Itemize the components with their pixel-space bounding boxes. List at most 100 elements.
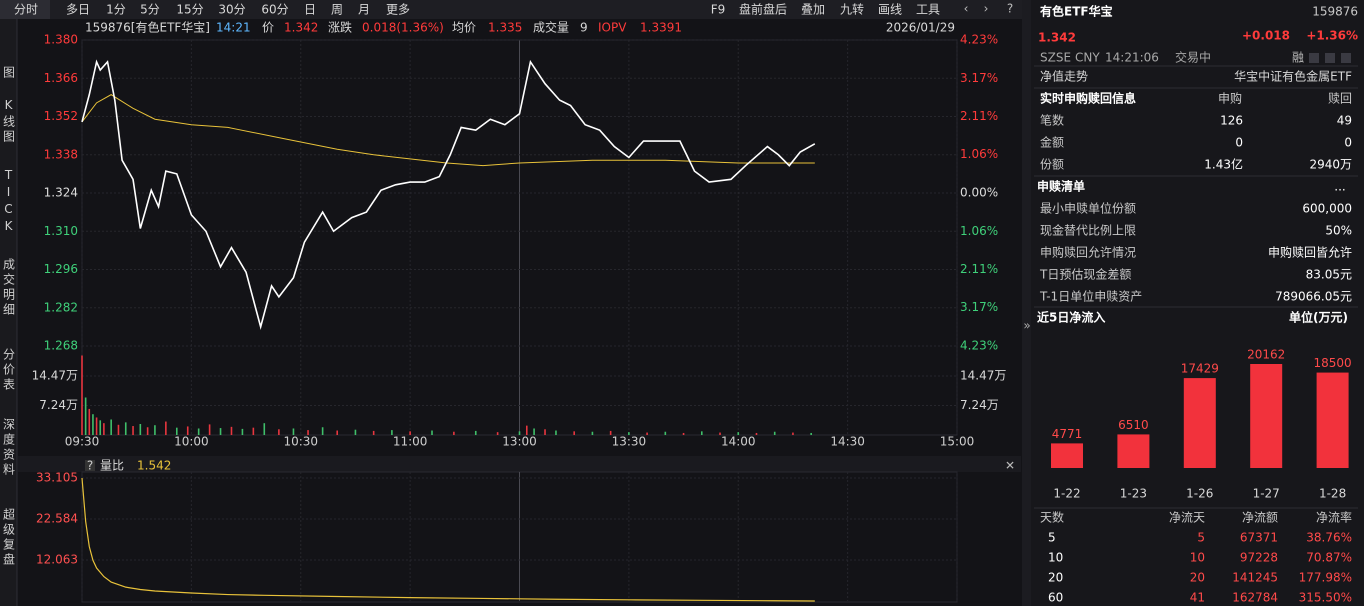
tool-button[interactable]: 叠加: [801, 3, 825, 17]
x-tick-label: 1-22: [1053, 487, 1080, 501]
cell: 315.50%: [1299, 591, 1352, 605]
y2-tick-label: 7.24万: [960, 398, 999, 412]
info-code: 159876[有色ETF华宝]: [85, 21, 210, 35]
cell: 2940万: [1309, 158, 1352, 172]
side-tab[interactable]: 深度资料: [2, 418, 16, 478]
volume-bar: [496, 432, 499, 435]
tool-icon[interactable]: [1325, 53, 1335, 63]
value-label: 6510: [1118, 418, 1149, 432]
info-time: 14:21: [216, 21, 251, 35]
side-tab[interactable]: 超级复盘: [2, 507, 16, 568]
bar: [1250, 364, 1283, 468]
tool-button[interactable]: 九转: [840, 2, 864, 17]
x-tick-label: 09:30: [65, 435, 100, 449]
info-change: 0.018(1.36%): [362, 21, 444, 35]
column-header: 赎回: [1328, 92, 1352, 106]
volume-bar: [409, 431, 411, 435]
tab[interactable]: 30分: [218, 3, 245, 17]
side-tab[interactable]: 分价表: [2, 348, 16, 393]
info-change-label: 涨跌: [328, 20, 352, 35]
section-title: 申赎清单: [1037, 179, 1085, 194]
next-icon[interactable]: ›: [984, 2, 989, 16]
volume-bar: [186, 426, 189, 435]
y-tick-label: 1.310: [44, 224, 78, 238]
volume-bar: [263, 423, 266, 435]
y2-tick-label: 4.23%: [960, 339, 998, 353]
volume-bar: [278, 429, 280, 435]
side-tab[interactable]: TICK: [2, 168, 16, 236]
more[interactable]: ...: [1334, 180, 1345, 194]
tab[interactable]: 5分: [140, 3, 160, 17]
volume-bar: [609, 430, 612, 435]
y2-tick-label: 2.11%: [960, 109, 998, 123]
splitter: [1022, 0, 1031, 606]
volume-bar: [230, 426, 233, 435]
tab[interactable]: 月: [358, 3, 370, 17]
y-tick-label: 33.105: [36, 471, 78, 485]
side-tab[interactable]: 成交明细: [2, 258, 16, 318]
y2-tick-label: 4.23%: [960, 33, 998, 47]
volume-bar: [307, 430, 309, 435]
tool-button[interactable]: 盘前盘后: [739, 2, 787, 17]
tool-icon[interactable]: [1309, 53, 1319, 63]
volume-bar: [544, 429, 546, 435]
tool-button[interactable]: 画线: [878, 3, 902, 17]
volume-bar: [591, 431, 594, 435]
volume-bar: [533, 428, 535, 435]
y-tick-label: 7.24万: [39, 398, 78, 412]
volume-bar: [682, 432, 685, 435]
fund-code: 159876: [1312, 5, 1358, 19]
splitter-arrow[interactable]: »: [1023, 319, 1030, 333]
cell: 20: [1048, 571, 1063, 585]
tab[interactable]: 60分: [261, 3, 288, 17]
meta: CNY: [1075, 51, 1100, 65]
row-label: 笔数: [1040, 113, 1064, 128]
tab[interactable]: 周: [331, 3, 343, 17]
tab[interactable]: 1分: [106, 3, 126, 17]
tab[interactable]: 日: [304, 3, 316, 17]
close-icon[interactable]: ✕: [1005, 459, 1015, 473]
volume-bar: [719, 432, 721, 435]
volume-bar: [99, 420, 102, 435]
cell: 41: [1190, 591, 1205, 605]
y2-tick-label: 1.06%: [960, 224, 998, 238]
tab[interactable]: 多日: [66, 3, 90, 17]
volume-bar: [755, 432, 758, 435]
section-title: 实时申购赎回信息: [1040, 91, 1136, 106]
volume-bar: [95, 417, 98, 435]
volume-bar: [292, 428, 295, 435]
volume-bar: [773, 431, 776, 435]
volume-bar: [165, 421, 167, 435]
prev-icon[interactable]: ‹: [964, 2, 969, 16]
help-button[interactable]: ?: [1007, 2, 1013, 16]
tool-icon[interactable]: [1341, 53, 1351, 63]
cell: 0: [1235, 136, 1243, 150]
tool-button[interactable]: 工具: [916, 3, 940, 17]
cell: 141245: [1232, 571, 1278, 585]
value-label: 4771: [1052, 427, 1083, 441]
volume-bar: [208, 424, 211, 435]
volume-bar: [124, 422, 127, 435]
ratio-header: [18, 456, 1021, 472]
tool-button[interactable]: F9: [711, 3, 726, 17]
y-tick-label: 1.366: [44, 71, 78, 85]
cell: 162784: [1232, 591, 1278, 605]
tab[interactable]: 更多: [386, 3, 410, 17]
side-tab[interactable]: K线图: [2, 98, 16, 145]
volume-bar: [354, 429, 357, 435]
volume-bar: [372, 430, 375, 435]
tab[interactable]: 分时: [14, 3, 38, 17]
x-tick-label: 1-23: [1120, 487, 1147, 501]
info-iopv: 1.3391: [640, 21, 682, 35]
side-tab[interactable]: 图: [2, 66, 16, 81]
active-tab: [0, 0, 50, 19]
help-glyph[interactable]: ?: [87, 459, 93, 473]
tab[interactable]: 15分: [176, 3, 203, 17]
x-tick-label: 1-28: [1319, 487, 1346, 501]
column-header: 净流率: [1316, 510, 1352, 525]
volume-bar: [628, 432, 630, 435]
x-tick-label: 13:30: [612, 435, 647, 449]
help-icon[interactable]: [85, 460, 95, 471]
row-label: 现金替代比例上限: [1040, 223, 1136, 238]
